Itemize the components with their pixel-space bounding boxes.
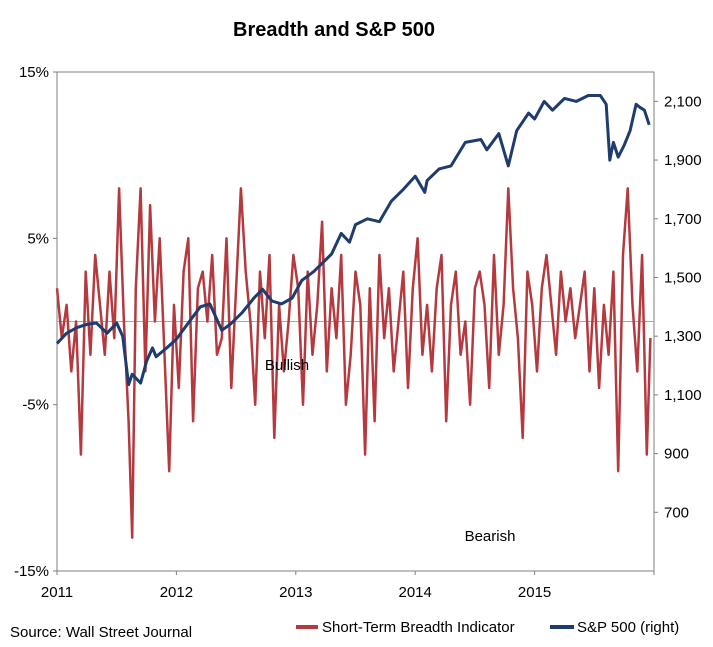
source-note: Source: Wall Street Journal (10, 624, 192, 641)
right-tick-label: 1,300 (664, 328, 702, 345)
right-tick-label: 1,700 (664, 211, 702, 228)
right-tick-label: 1,900 (664, 152, 702, 169)
x-tick-label: 2013 (279, 584, 312, 601)
left-tick-label: 5% (27, 230, 49, 247)
left-tick-label: 15% (19, 64, 49, 81)
left-axis: 15% 5% -5% -15% (14, 64, 57, 580)
left-tick-label: -5% (22, 397, 49, 414)
annotation-bearish: Bearish (465, 528, 516, 545)
right-tick-label: 700 (664, 504, 689, 521)
x-tick-label: 2011 (41, 584, 73, 601)
chart-title: Breadth and S&P 500 (233, 19, 435, 41)
x-tick-label: 2015 (518, 584, 551, 601)
annotation-bullish: Bullish (265, 357, 309, 374)
series-line-sp500 (55, 94, 651, 387)
legend-label-breadth: Short-Term Breadth Indicator (322, 619, 515, 636)
legend-label-sp500: S&P 500 (right) (577, 619, 679, 636)
left-tick-label: -15% (14, 563, 49, 580)
right-axis: 2,100 1,900 1,700 1,500 1,300 1,100 900 700 (654, 93, 702, 521)
series-line-breadth (55, 187, 652, 539)
right-tick-label: 1,100 (664, 387, 702, 404)
right-tick-label: 900 (664, 446, 689, 463)
legend: Short-Term Breadth Indicator S&P 500 (ri… (296, 619, 679, 636)
x-tick-label: 2014 (399, 584, 432, 601)
x-axis: 2011 2012 2013 2014 2015 (41, 571, 655, 601)
right-tick-label: 2,100 (664, 93, 702, 110)
right-tick-label: 1,500 (664, 269, 702, 286)
x-tick-label: 2012 (160, 584, 193, 601)
